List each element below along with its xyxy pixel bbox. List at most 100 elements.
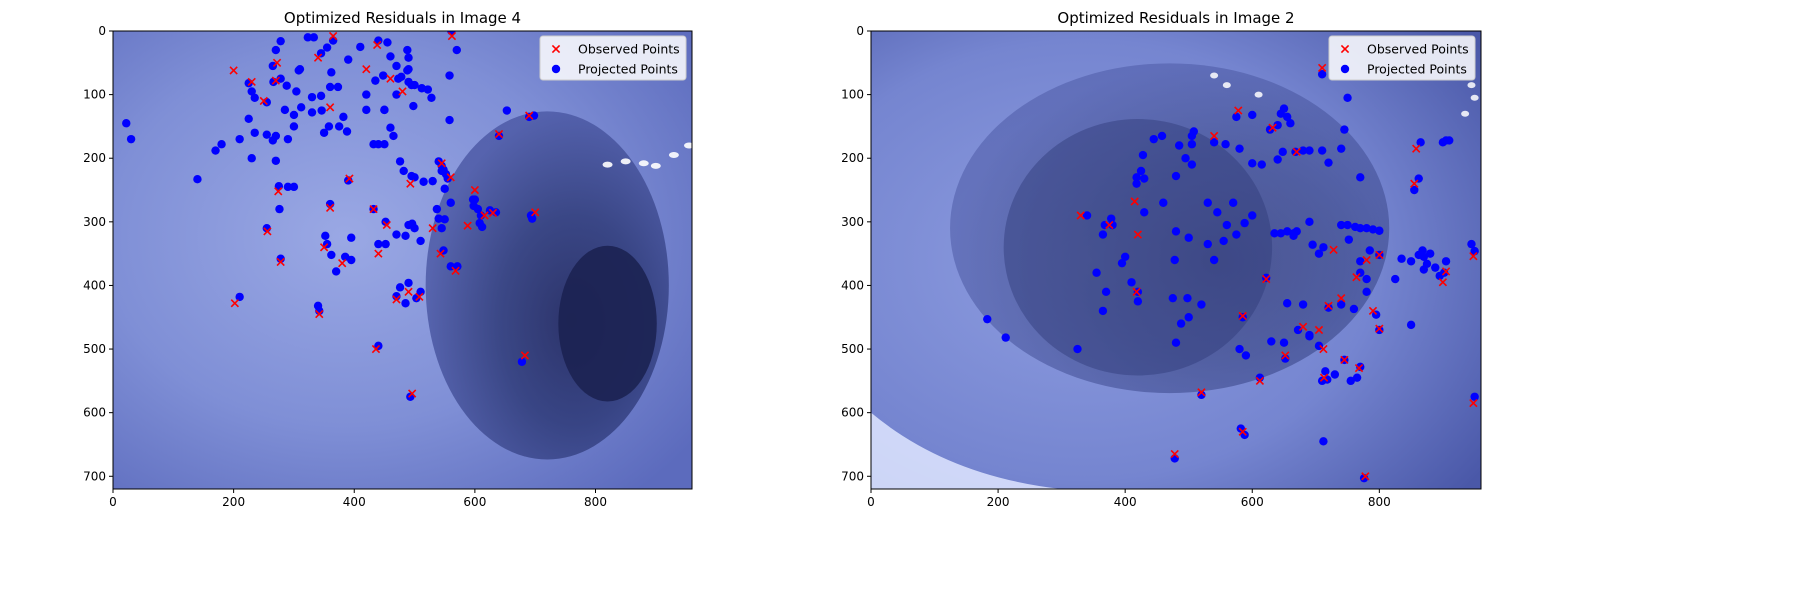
projected-point xyxy=(1137,167,1145,175)
y-tick-label: 600 xyxy=(83,406,106,420)
projected-point xyxy=(1340,125,1348,133)
projected-point xyxy=(1407,257,1415,265)
projected-point xyxy=(1239,313,1247,321)
chart-panel-image-4: Optimized Residuals in Image 4 0 200 400 60… xyxy=(83,9,694,509)
projected-point xyxy=(1248,211,1256,219)
legend-label-observed: Observed Points xyxy=(578,42,680,57)
projected-point xyxy=(1139,151,1147,159)
projected-point xyxy=(392,62,400,70)
y-tick-label: 200 xyxy=(83,151,106,165)
projected-point xyxy=(276,37,284,45)
projected-point xyxy=(1159,199,1167,207)
background-image xyxy=(113,30,694,489)
projected-point xyxy=(1356,257,1364,265)
y-tick-label: 600 xyxy=(841,406,864,420)
projected-point xyxy=(1345,235,1353,243)
specular-highlight xyxy=(639,160,649,166)
projected-point xyxy=(290,183,298,191)
projected-point xyxy=(1337,144,1345,152)
projected-point xyxy=(1397,255,1405,263)
projected-point xyxy=(1431,263,1439,271)
projected-point xyxy=(1375,227,1383,235)
projected-point xyxy=(1423,260,1431,268)
projected-point xyxy=(1188,140,1196,148)
projected-point xyxy=(317,106,325,114)
projected-point xyxy=(438,224,446,232)
projected-point xyxy=(235,293,243,301)
projected-point xyxy=(503,106,511,114)
projected-point xyxy=(1235,144,1243,152)
projected-point xyxy=(441,215,449,223)
projected-point xyxy=(272,157,280,165)
projected-point xyxy=(1169,294,1177,302)
chart-panel-image-2: Optimized Residuals in Image 2 0 200 400 60… xyxy=(841,9,1481,509)
projected-point xyxy=(383,38,391,46)
projected-point xyxy=(1181,154,1189,162)
projected-point xyxy=(1132,179,1140,187)
projected-point xyxy=(1289,232,1297,240)
projected-point xyxy=(1221,140,1229,148)
projected-point xyxy=(263,98,271,106)
projected-point xyxy=(321,232,329,240)
projected-point xyxy=(1343,94,1351,102)
y-tick-label: 300 xyxy=(83,215,106,229)
projected-point xyxy=(410,173,418,181)
projected-point xyxy=(404,54,412,62)
projected-point xyxy=(1171,454,1179,462)
projected-point xyxy=(1232,230,1240,238)
y-tick-label: 0 xyxy=(856,24,864,38)
projected-point xyxy=(1183,294,1191,302)
legend-label-projected: Projected Points xyxy=(578,62,678,77)
projected-point xyxy=(1331,370,1339,378)
legend-marker-projected xyxy=(552,65,560,73)
projected-point xyxy=(410,224,418,232)
projected-point xyxy=(304,33,312,41)
projected-point xyxy=(343,127,351,135)
projected-point xyxy=(380,140,388,148)
y-tick-label: 400 xyxy=(83,278,106,292)
x-tick-label: 600 xyxy=(1241,495,1264,509)
y-tick-label: 400 xyxy=(841,278,864,292)
legend: Observed Points Projected Points xyxy=(540,36,686,80)
projected-point xyxy=(416,237,424,245)
projected-point xyxy=(193,175,201,183)
x-tick-label: 200 xyxy=(222,495,245,509)
projected-point xyxy=(1134,288,1142,296)
projected-point xyxy=(427,94,435,102)
y-tick-label: 700 xyxy=(841,469,864,483)
y-tick-label: 700 xyxy=(83,469,106,483)
projected-point xyxy=(1240,219,1248,227)
projected-point xyxy=(1177,319,1185,327)
projected-point xyxy=(283,82,291,90)
legend-label-projected: Projected Points xyxy=(1367,62,1467,77)
projected-point xyxy=(371,76,379,84)
projected-point xyxy=(347,234,355,242)
specular-highlight xyxy=(1210,73,1218,79)
projected-point xyxy=(344,55,352,63)
projected-point xyxy=(335,122,343,130)
projected-point xyxy=(1407,321,1415,329)
x-tick-label: 600 xyxy=(463,495,486,509)
projected-point xyxy=(1286,119,1294,127)
y-tick-label: 100 xyxy=(83,88,106,102)
projected-point xyxy=(248,154,256,162)
projected-point xyxy=(1299,146,1307,154)
projected-point xyxy=(292,87,300,95)
projected-point xyxy=(1210,256,1218,264)
projected-point xyxy=(1366,246,1374,254)
projected-point xyxy=(453,46,461,54)
projected-point xyxy=(327,68,335,76)
projected-point xyxy=(1318,146,1326,154)
projected-point xyxy=(404,279,412,287)
projected-point xyxy=(381,240,389,248)
projected-point xyxy=(445,71,453,79)
projected-point xyxy=(1279,148,1287,156)
projected-point xyxy=(1134,297,1142,305)
projected-point xyxy=(1343,221,1351,229)
projected-point xyxy=(339,113,347,121)
projected-point xyxy=(245,79,253,87)
projected-point xyxy=(308,108,316,116)
projected-point xyxy=(1467,240,1475,248)
projected-point xyxy=(235,135,243,143)
legend: Observed Points Projected Points xyxy=(1329,36,1475,80)
